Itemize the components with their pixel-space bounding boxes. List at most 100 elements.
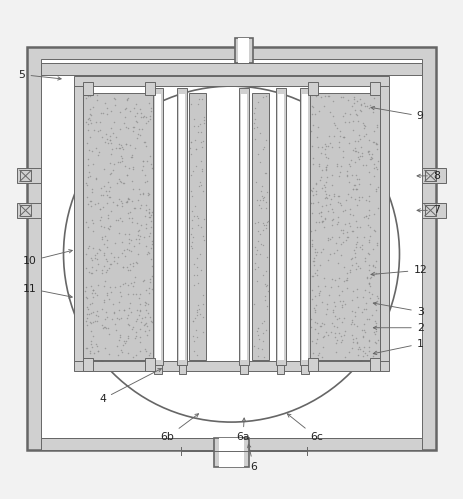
Point: [345, 190, 352, 198]
Point: [324, 236, 332, 244]
Point: [317, 322, 325, 330]
Point: [253, 123, 261, 131]
Point: [94, 199, 101, 207]
Point: [336, 192, 343, 200]
Bar: [241, 94, 247, 360]
Point: [313, 271, 321, 279]
Point: [328, 171, 335, 179]
Point: [362, 130, 369, 138]
Point: [340, 277, 348, 285]
Point: [111, 118, 118, 126]
Point: [119, 179, 127, 187]
Point: [146, 275, 153, 283]
Point: [113, 180, 121, 188]
Point: [354, 351, 362, 359]
Point: [312, 110, 319, 118]
Point: [326, 250, 334, 258]
Point: [139, 157, 147, 165]
Point: [127, 308, 135, 316]
Point: [199, 137, 206, 145]
Point: [193, 326, 200, 334]
Point: [92, 175, 100, 183]
Point: [332, 348, 340, 356]
Point: [105, 178, 112, 186]
Point: [263, 188, 271, 196]
Point: [253, 196, 260, 204]
Point: [354, 322, 361, 330]
Point: [109, 300, 117, 308]
Point: [100, 203, 107, 211]
Point: [348, 254, 356, 262]
Point: [260, 329, 267, 337]
Point: [372, 327, 380, 335]
Point: [124, 311, 131, 319]
Point: [335, 233, 343, 241]
Point: [100, 223, 108, 231]
Point: [307, 187, 314, 195]
Point: [95, 245, 102, 253]
Point: [324, 256, 332, 264]
Point: [129, 165, 136, 173]
Point: [335, 314, 343, 322]
Point: [313, 92, 320, 100]
Point: [140, 233, 147, 241]
Text: 1: 1: [373, 339, 424, 355]
Point: [85, 155, 92, 163]
Point: [125, 164, 133, 172]
Point: [138, 166, 146, 174]
Point: [366, 104, 373, 112]
Point: [314, 329, 321, 337]
Point: [371, 228, 378, 236]
Point: [339, 133, 346, 141]
Point: [113, 201, 121, 209]
Point: [352, 171, 360, 179]
Point: [361, 257, 369, 265]
Point: [374, 183, 382, 191]
Point: [132, 100, 139, 108]
Point: [364, 221, 372, 229]
Point: [112, 144, 119, 152]
Point: [366, 288, 373, 296]
Point: [322, 214, 329, 222]
Point: [129, 214, 136, 222]
Point: [190, 115, 197, 123]
Point: [333, 163, 341, 171]
Point: [104, 211, 112, 219]
Point: [366, 273, 374, 281]
Bar: [40, 58, 423, 438]
Point: [318, 173, 325, 181]
Point: [360, 326, 368, 334]
Point: [358, 193, 366, 201]
Point: [109, 129, 117, 137]
Point: [194, 308, 201, 316]
Point: [372, 263, 379, 271]
Point: [318, 208, 325, 216]
Point: [254, 331, 262, 339]
Point: [344, 234, 351, 242]
Point: [366, 180, 373, 188]
Point: [103, 237, 111, 245]
Point: [346, 210, 353, 218]
Point: [191, 136, 199, 144]
Point: [93, 95, 100, 103]
Bar: [18, 168, 40, 184]
Point: [123, 314, 131, 322]
Point: [126, 260, 134, 268]
Point: [333, 336, 341, 344]
Point: [338, 241, 345, 249]
Point: [129, 177, 136, 185]
Point: [328, 216, 335, 224]
Point: [353, 97, 360, 105]
Text: 10: 10: [23, 250, 72, 266]
Point: [187, 171, 194, 179]
Point: [359, 152, 366, 160]
Point: [97, 222, 104, 230]
Point: [126, 266, 133, 274]
Point: [129, 151, 136, 159]
Point: [146, 313, 154, 321]
Point: [309, 191, 317, 199]
Point: [115, 315, 123, 323]
Point: [82, 93, 89, 101]
Point: [353, 202, 361, 210]
Point: [327, 328, 335, 336]
